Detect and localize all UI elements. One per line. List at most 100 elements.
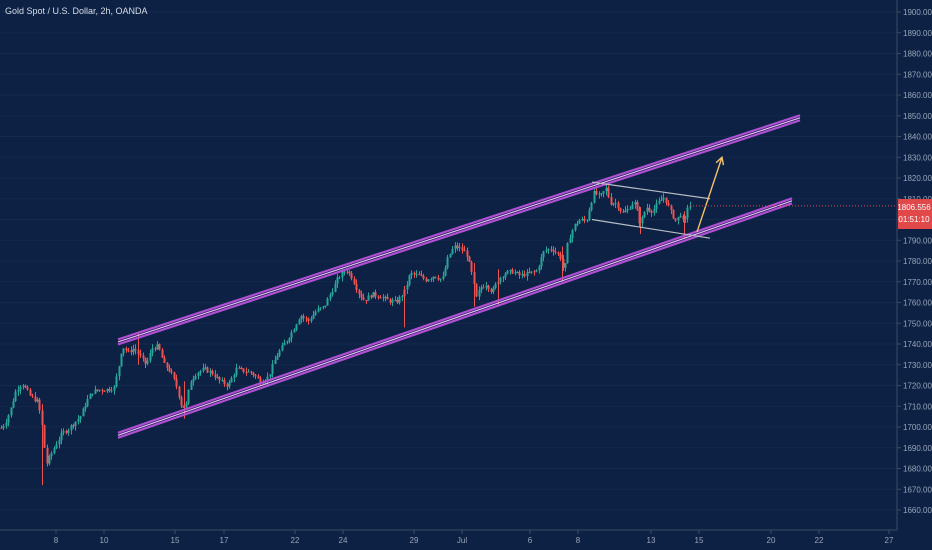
candle-body: [29, 389, 32, 396]
candle-body: [65, 431, 68, 433]
time-tick-label: 29: [410, 536, 419, 545]
candle-body: [470, 261, 473, 272]
candle-body: [113, 386, 116, 391]
drawings-layer[interactable]: [117, 114, 897, 439]
price-tick-label: 1900.000: [903, 8, 932, 17]
candle-body: [211, 370, 214, 375]
candle-body: [319, 307, 322, 309]
candle-body: [245, 371, 248, 373]
channel-upper-center: [117, 117, 801, 343]
candle-body: [480, 287, 483, 291]
candle-body: [509, 269, 512, 271]
time-axis[interactable]: 8 10 15 17 22 24 29 Jul 6 8 13 15 20 22 27: [54, 530, 894, 545]
price-tick-label: 1770.000: [903, 278, 932, 287]
time-tick-label: 27: [885, 536, 894, 545]
candle-body: [574, 223, 577, 231]
candle-body: [24, 385, 27, 388]
projection-arrow: [696, 155, 725, 233]
candle-body: [79, 416, 82, 420]
candle-body: [542, 251, 545, 258]
price-tick-label: 1830.000: [903, 153, 932, 162]
time-tick-label: 8: [54, 536, 59, 545]
candle-body: [295, 324, 298, 330]
candle-body: [182, 405, 185, 408]
candle-body: [302, 316, 305, 318]
candle-body: [578, 220, 581, 224]
time-tick-label: 15: [695, 536, 704, 545]
candle-body: [134, 348, 137, 351]
candle-body: [391, 300, 394, 303]
candle-body: [178, 386, 181, 398]
price-tick-label: 1750.000: [903, 319, 932, 328]
candle-body: [593, 191, 596, 203]
candle-body: [478, 290, 481, 297]
candle-body: [187, 389, 190, 404]
candle-body: [271, 364, 274, 375]
candle-body: [398, 296, 401, 303]
candle-body: [602, 191, 605, 194]
price-tick-label: 1860.000: [903, 91, 932, 100]
candle-body: [360, 294, 363, 298]
price-tick-label: 1700.000: [903, 423, 932, 432]
candle-body: [595, 191, 598, 195]
candle-body: [667, 202, 670, 206]
last-price-tag-bg: [898, 199, 932, 229]
candle-body: [139, 353, 142, 356]
flag-upper-line: [591, 181, 711, 200]
candle-body: [158, 344, 161, 350]
candle-body: [199, 370, 202, 373]
candle-body: [252, 372, 255, 375]
candle-body: [396, 299, 399, 303]
candle-body: [96, 389, 99, 391]
candle-body: [17, 389, 20, 392]
candle-body: [624, 210, 627, 213]
candle-body: [581, 218, 584, 221]
candle-body: [322, 306, 325, 308]
candle-body: [91, 393, 94, 395]
candle-body: [413, 272, 416, 275]
candle-body: [336, 277, 339, 284]
channel-lower-outer-bottom: [117, 202, 793, 439]
last-price-value: 1806.556: [897, 203, 931, 212]
candle-body: [588, 210, 591, 221]
candle-body: [439, 278, 442, 280]
price-tick-label: 1880.000: [903, 50, 932, 59]
candle-body: [384, 296, 387, 298]
candle-body: [540, 257, 543, 267]
time-tick-label: 17: [220, 536, 229, 545]
candle-body: [338, 277, 341, 279]
candle-body: [550, 249, 553, 251]
candle-body: [259, 378, 262, 384]
projection-arrow-shaft: [696, 157, 723, 233]
candle-body: [626, 208, 629, 211]
candle-body: [2, 426, 5, 428]
candle-body: [50, 453, 53, 457]
candle-body: [228, 382, 231, 387]
candle-body: [451, 248, 454, 254]
candle-body: [257, 376, 260, 379]
candle-body: [314, 311, 317, 315]
candle-body: [125, 348, 128, 351]
candle-body: [62, 431, 65, 433]
candle-body: [12, 401, 15, 408]
candle-body: [118, 366, 121, 377]
candle-body: [583, 218, 586, 221]
candle-body: [358, 290, 361, 295]
candle-body: [612, 203, 615, 205]
candle-body: [444, 268, 447, 276]
candle-body: [120, 353, 123, 367]
candle-body: [281, 345, 284, 351]
candle-body: [557, 252, 560, 255]
symbol-title: Gold Spot / U.S. Dollar, 2h, OANDA: [5, 6, 148, 16]
candle-body: [341, 271, 344, 278]
price-tick-label: 1740.000: [903, 340, 932, 349]
candle-body: [149, 353, 152, 361]
candle-body: [449, 253, 452, 258]
candle-body: [511, 269, 514, 274]
candle-body: [660, 199, 663, 201]
candle-body: [170, 371, 173, 373]
candle-body: [286, 341, 289, 343]
candle-body: [672, 210, 675, 219]
candle-body: [658, 200, 661, 204]
